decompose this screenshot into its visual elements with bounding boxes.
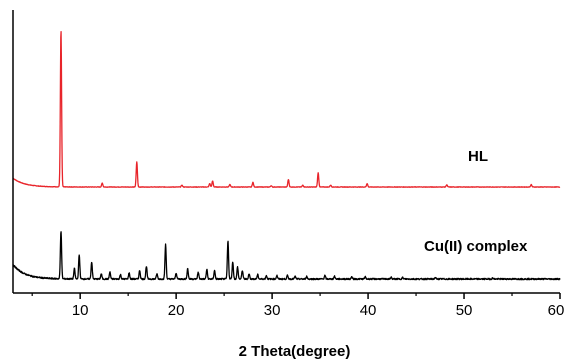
x-tick-label: 60 — [548, 302, 565, 319]
x-tick-label: 40 — [360, 302, 377, 319]
series-layer — [12, 31, 561, 281]
x-tick-label: 20 — [168, 302, 185, 319]
x-axis-title: 2 Theta(degree) — [239, 343, 351, 360]
x-tick-label: 30 — [264, 302, 281, 319]
series-label-cu-complex: Cu(II) complex — [424, 238, 528, 255]
x-tick-label: 10 — [72, 302, 89, 319]
series-line-0 — [12, 31, 561, 188]
series-label-hl: HL — [468, 148, 488, 165]
x-axis-ticks: 10 20 30 40 50 60 — [31, 293, 565, 319]
x-tick-label: 50 — [456, 302, 473, 319]
series-line-1 — [12, 231, 561, 281]
